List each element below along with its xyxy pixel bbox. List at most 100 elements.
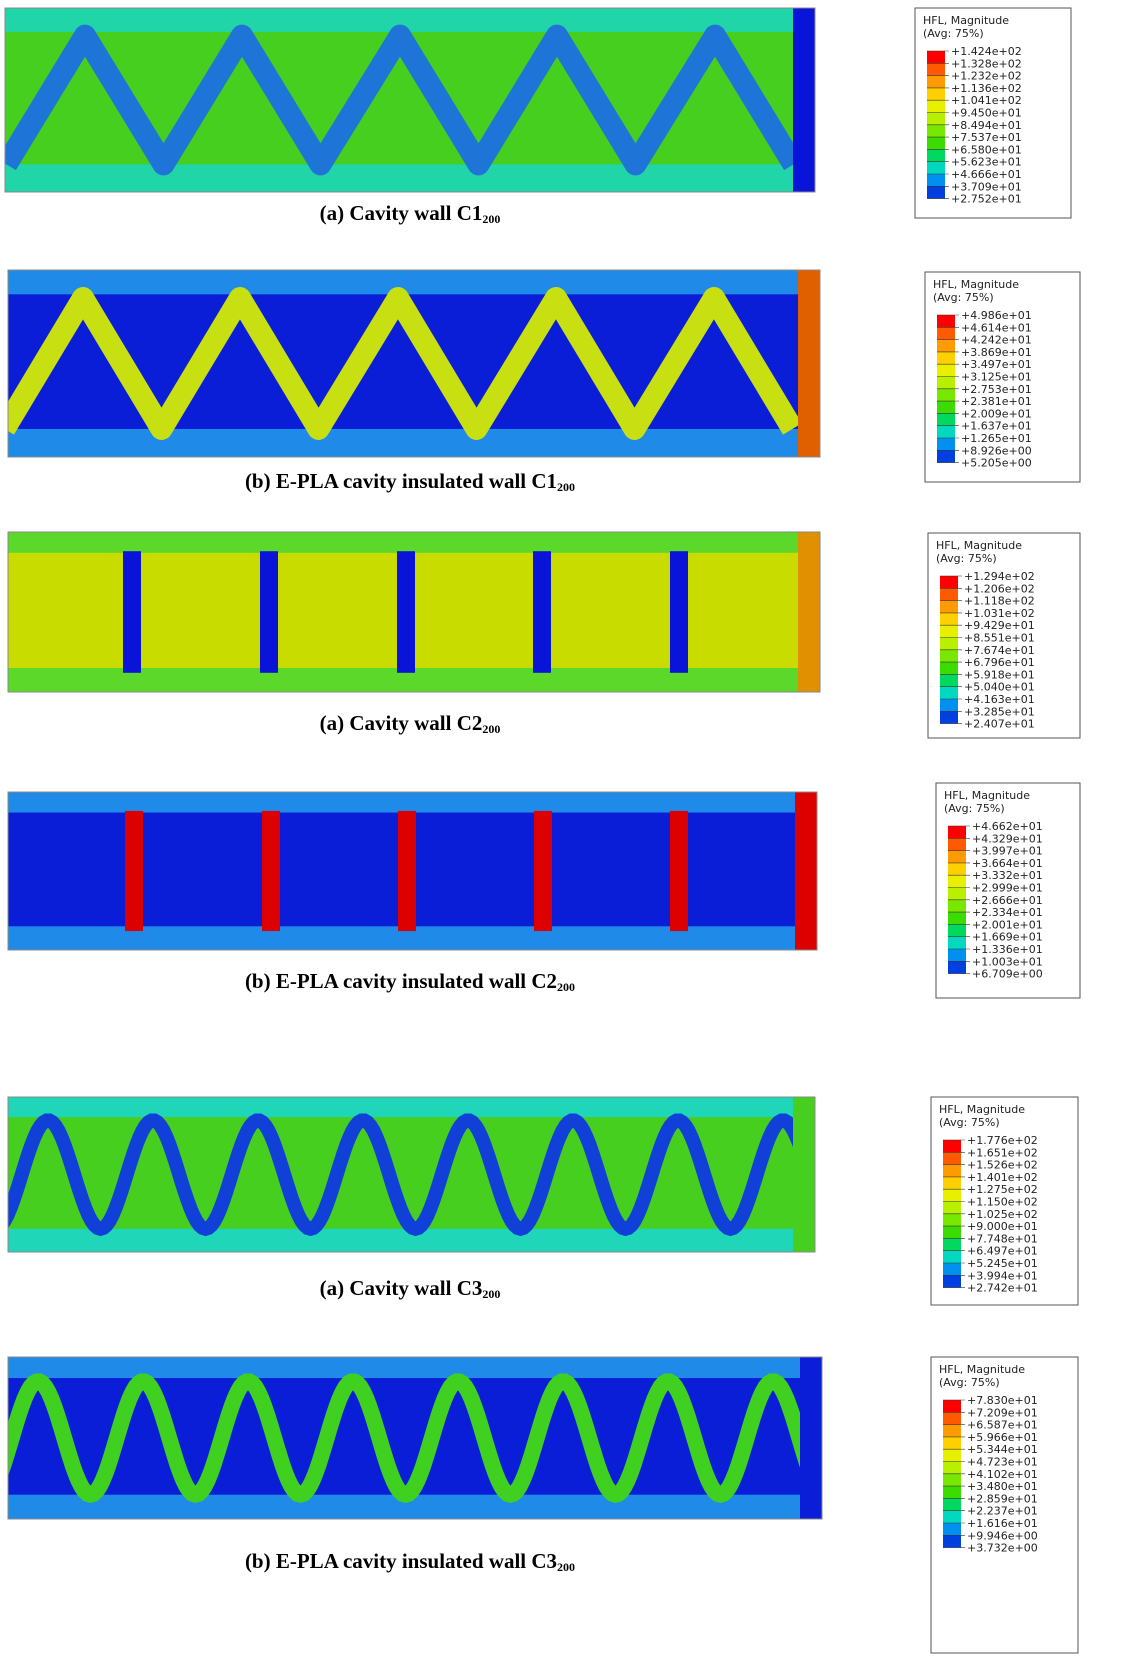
legend-label: +7.209e+01 bbox=[967, 1406, 1038, 1419]
strut bbox=[534, 810, 552, 932]
legend-swatch bbox=[943, 1226, 961, 1239]
legend-swatch bbox=[927, 63, 945, 76]
legend-swatch bbox=[943, 1201, 961, 1214]
legend-label: +3.994e+01 bbox=[967, 1269, 1038, 1282]
legend-swatch bbox=[948, 838, 966, 851]
legend-label: +3.285e+01 bbox=[964, 705, 1035, 718]
legend-label: +3.732e+00 bbox=[967, 1542, 1038, 1555]
legend-swatch bbox=[943, 1498, 961, 1511]
legend-swatch bbox=[937, 327, 955, 340]
legend-label: +4.986e+01 bbox=[961, 309, 1032, 322]
plot-border bbox=[7, 1096, 816, 1253]
legend-label: +2.381e+01 bbox=[961, 395, 1032, 408]
legend-swatch bbox=[937, 339, 955, 352]
legend-swatch bbox=[943, 1140, 961, 1153]
legend-label: +3.125e+01 bbox=[961, 371, 1032, 384]
legend-label: +2.666e+01 bbox=[972, 894, 1043, 907]
bottom-strip bbox=[8, 428, 820, 457]
legend-label: +1.651e+02 bbox=[967, 1146, 1038, 1159]
legend-label: +9.946e+00 bbox=[967, 1529, 1038, 1542]
caption-subscript: 200 bbox=[482, 1287, 500, 1301]
caption-subscript: 200 bbox=[482, 212, 500, 226]
end-block bbox=[798, 270, 820, 457]
legend-label: +1.294e+02 bbox=[964, 570, 1035, 583]
legend-label: +3.497e+01 bbox=[961, 358, 1032, 371]
legend-label: +6.709e+00 bbox=[972, 968, 1043, 981]
legend-swatch bbox=[927, 186, 945, 199]
legend-label: +1.025e+02 bbox=[967, 1208, 1038, 1221]
legend-label: +1.776e+02 bbox=[967, 1134, 1038, 1147]
legend-swatch bbox=[940, 686, 958, 699]
caption-subscript: 200 bbox=[557, 980, 575, 994]
legend-label: +4.329e+01 bbox=[972, 832, 1043, 845]
strut bbox=[125, 810, 143, 932]
caption-subscript: 200 bbox=[482, 722, 500, 736]
legend-swatch bbox=[943, 1412, 961, 1425]
legend-label: +2.407e+01 bbox=[964, 718, 1035, 731]
contour-plot bbox=[7, 1096, 816, 1253]
legend-label: +1.041e+02 bbox=[951, 94, 1022, 107]
strut bbox=[262, 810, 280, 932]
legend-label: +7.748e+01 bbox=[967, 1232, 1038, 1245]
legend-label: +1.031e+02 bbox=[964, 607, 1035, 620]
plot-body bbox=[8, 270, 820, 457]
legend-label: +9.000e+01 bbox=[967, 1220, 1038, 1233]
legend-label: +3.664e+01 bbox=[972, 857, 1043, 870]
legend-label: +2.742e+01 bbox=[967, 1282, 1038, 1295]
legend-label: +2.001e+01 bbox=[972, 918, 1043, 931]
legend-swatch bbox=[940, 711, 958, 724]
caption-subscript: 200 bbox=[557, 1560, 575, 1574]
legend-swatch bbox=[943, 1250, 961, 1263]
top-strip bbox=[8, 1357, 822, 1379]
legend-title: HFL, Magnitude bbox=[933, 278, 1019, 291]
legend-swatch bbox=[927, 87, 945, 101]
legend-label: +2.753e+01 bbox=[961, 383, 1032, 396]
legend-label: +1.401e+02 bbox=[967, 1171, 1038, 1184]
legend-label: +6.796e+01 bbox=[964, 656, 1035, 669]
caption-text: (a) Cavity wall C2 bbox=[320, 711, 483, 735]
legend-label: +4.242e+01 bbox=[961, 334, 1032, 347]
end-block bbox=[795, 792, 817, 950]
legend-title: HFL, Magnitude bbox=[939, 1363, 1025, 1376]
legend-swatch bbox=[927, 124, 945, 138]
legend-swatch bbox=[943, 1164, 961, 1177]
legend-swatch bbox=[927, 100, 945, 113]
legend-swatch bbox=[943, 1213, 961, 1227]
legend-swatch bbox=[948, 850, 966, 863]
legend-label: +2.999e+01 bbox=[972, 882, 1043, 895]
caption: (b) E-PLA cavity insulated wall C1200 bbox=[245, 469, 575, 494]
legend-swatch bbox=[940, 612, 958, 626]
legend-swatch bbox=[937, 425, 955, 438]
legend-swatch bbox=[927, 112, 945, 125]
legend-label: +2.752e+01 bbox=[951, 193, 1022, 206]
legend-label: +4.102e+01 bbox=[967, 1468, 1038, 1481]
legend-label: +1.232e+02 bbox=[951, 70, 1022, 83]
strut bbox=[670, 810, 688, 932]
legend-label: +3.332e+01 bbox=[972, 869, 1043, 882]
plot-border bbox=[4, 7, 816, 193]
legend-swatch bbox=[943, 1275, 961, 1288]
legend-label: +4.163e+01 bbox=[964, 693, 1035, 706]
legend-swatch bbox=[940, 588, 958, 601]
legend-label: +2.859e+01 bbox=[967, 1492, 1038, 1505]
end-block bbox=[793, 8, 815, 192]
legend-swatch bbox=[943, 1189, 961, 1202]
end-block bbox=[798, 532, 820, 692]
strut bbox=[8, 287, 802, 440]
plot-border bbox=[7, 531, 821, 693]
legend-subtitle: (Avg: 75%) bbox=[944, 802, 1005, 815]
legend-label: +9.429e+01 bbox=[964, 619, 1035, 632]
legend-label: +5.918e+01 bbox=[964, 668, 1035, 681]
strut bbox=[8, 1373, 822, 1504]
legend-label: +1.003e+01 bbox=[972, 955, 1043, 968]
legend-swatch bbox=[948, 862, 966, 876]
legend-label: +1.526e+02 bbox=[967, 1159, 1038, 1172]
top-strip bbox=[8, 532, 820, 553]
legend-swatch bbox=[943, 1449, 961, 1462]
legend-subtitle: (Avg: 75%) bbox=[939, 1376, 1000, 1389]
bottom-strip bbox=[5, 164, 815, 192]
legend-swatch bbox=[948, 912, 966, 925]
legend-label: +8.494e+01 bbox=[951, 119, 1022, 132]
legend-swatch bbox=[937, 413, 955, 426]
